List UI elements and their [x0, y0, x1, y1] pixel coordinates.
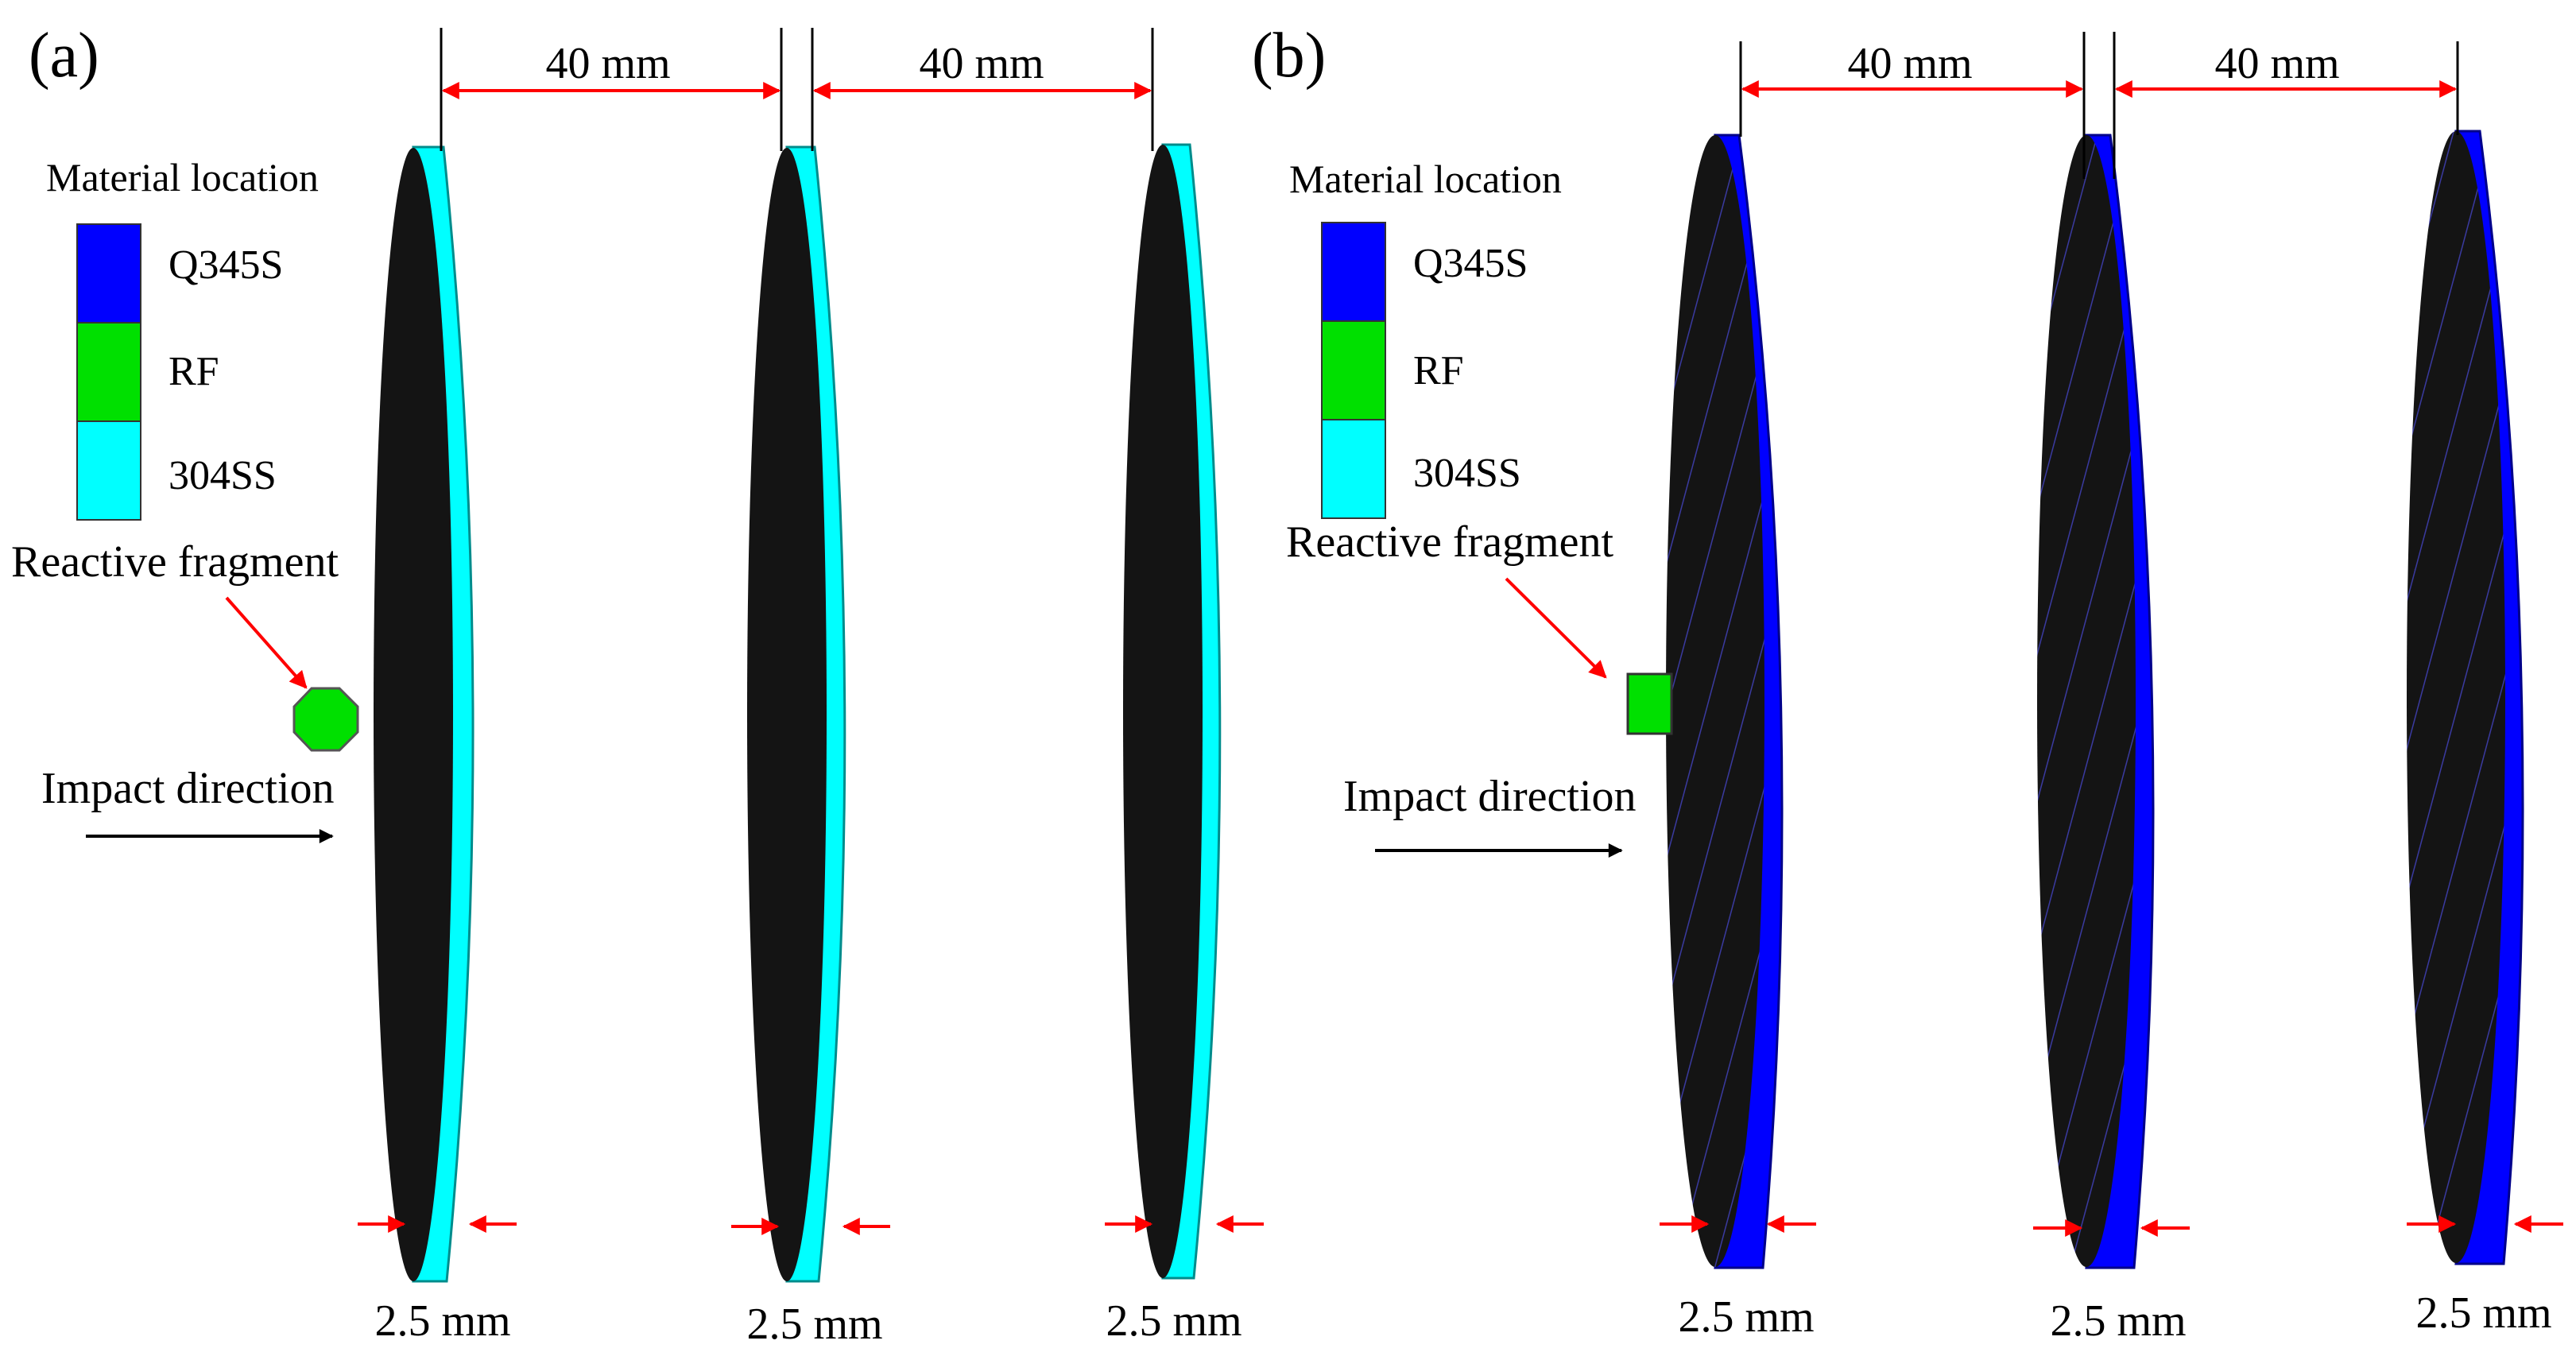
plate-face	[1666, 135, 1764, 1267]
plate-face	[747, 148, 827, 1281]
panel-label: (b)	[1252, 21, 1326, 91]
fragment-pointer-arrow	[1505, 577, 1607, 679]
thickness-label: 2.5 mm	[1678, 1292, 1814, 1342]
legend-swatch-rf	[76, 322, 141, 422]
spacing-label: 40 mm	[545, 39, 670, 88]
legend-swatch-304ss	[76, 420, 141, 521]
legend-title: Material location	[46, 155, 319, 200]
plate-3	[2407, 130, 2524, 1265]
reactive-fragment	[292, 687, 359, 752]
thickness-label: 2.5 mm	[746, 1300, 882, 1349]
panel-a: (a) 40 mm 40 mm 2.5 mm 2.5 mm	[11, 21, 1264, 1349]
plate-1	[374, 145, 475, 1283]
legend-swatch-304ss	[1321, 419, 1386, 519]
panel-b: (b) 40 mm 40 mm 2.5 mm 2.5 mm	[1252, 21, 2563, 1346]
plate-2	[2037, 134, 2155, 1269]
legend-swatch-q345s	[1321, 222, 1386, 322]
thickness-label: 2.5 mm	[1106, 1296, 1242, 1346]
plate-face	[2407, 131, 2505, 1263]
plate-3	[1123, 143, 1222, 1280]
legend-label: 304SS	[1413, 451, 1521, 496]
plate-1	[1666, 134, 1784, 1269]
legend-label: RF	[169, 349, 219, 394]
thickness-label: 2.5 mm	[374, 1296, 510, 1346]
legend-swatch-q345s	[76, 223, 141, 324]
fragment-label: Reactive fragment	[11, 537, 339, 587]
fragment-pointer-arrow	[225, 596, 308, 689]
plate-face	[374, 148, 453, 1281]
fragment-label: Reactive fragment	[1286, 517, 1613, 567]
legend-title: Material location	[1289, 157, 1562, 201]
plate-face	[1123, 145, 1203, 1278]
impact-direction-label: Impact direction	[41, 764, 335, 813]
spacing-label: 40 mm	[919, 39, 1044, 88]
plate-2	[747, 145, 846, 1283]
panel-label: (a)	[29, 21, 99, 91]
spacing-label: 40 mm	[1847, 39, 1972, 88]
impact-direction-label: Impact direction	[1343, 772, 1637, 821]
thickness-label: 2.5 mm	[2050, 1296, 2186, 1346]
reactive-fragment	[1626, 672, 1673, 735]
spacing-label: 40 mm	[2214, 39, 2339, 88]
legend-label: RF	[1413, 348, 1464, 393]
plate-face	[2037, 135, 2136, 1267]
legend-swatch-rf	[1321, 320, 1386, 420]
legend-label: Q345S	[169, 242, 283, 288]
legend-label: Q345S	[1413, 241, 1528, 286]
legend-label: 304SS	[169, 453, 277, 498]
thickness-label: 2.5 mm	[2415, 1288, 2551, 1338]
